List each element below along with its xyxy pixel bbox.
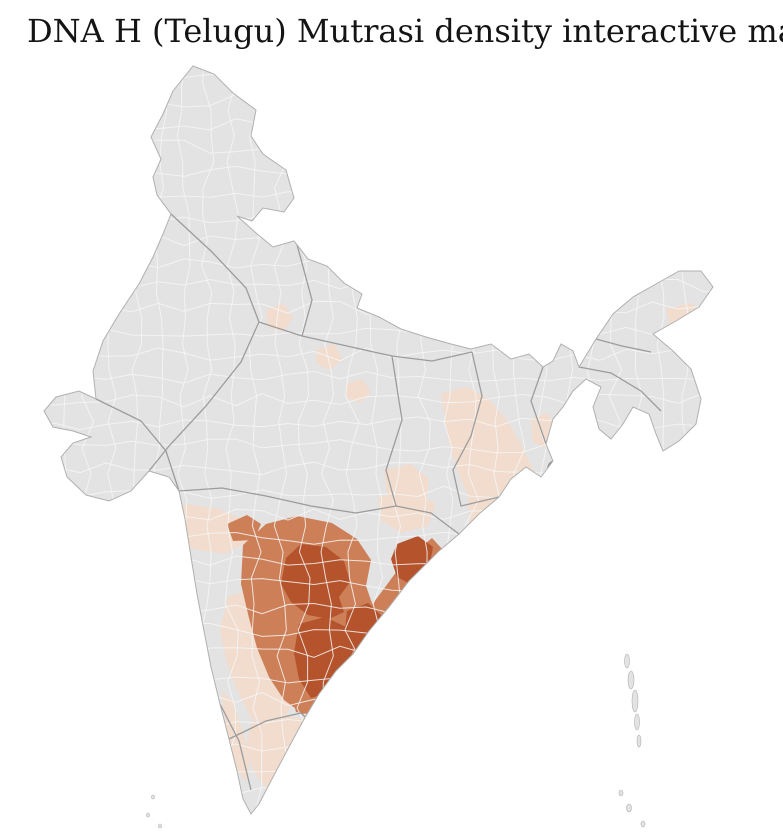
state-border-line xyxy=(95,398,180,492)
region-karnataka[interactable] xyxy=(220,590,300,742)
district-grid-line xyxy=(729,58,743,812)
region-telangana[interactable] xyxy=(281,544,350,619)
district-grid-line xyxy=(44,139,713,155)
district-grid-line xyxy=(44,162,713,178)
region-bihar-patch[interactable] xyxy=(511,326,537,353)
district-grid-line xyxy=(44,325,713,337)
district-grid-line xyxy=(44,66,48,813)
state-border-line xyxy=(385,355,403,507)
country-outline xyxy=(43,65,714,815)
district-grid-line xyxy=(44,668,713,684)
region-vidarbha-east[interactable] xyxy=(378,491,436,533)
island[interactable] xyxy=(618,789,624,797)
island[interactable] xyxy=(636,734,642,748)
district-grid-line xyxy=(44,622,713,638)
district-grid-line xyxy=(44,369,713,384)
state-border-line xyxy=(258,321,473,362)
district-grid-line xyxy=(44,186,713,201)
island[interactable] xyxy=(151,794,155,800)
district-grid-line xyxy=(44,209,713,224)
district-grid-line xyxy=(44,784,713,798)
state-border-line xyxy=(530,366,547,445)
district-grid-line xyxy=(44,738,713,753)
country-base xyxy=(44,66,713,814)
island[interactable] xyxy=(634,713,640,731)
island[interactable] xyxy=(158,823,162,829)
district-grid-line xyxy=(44,645,713,660)
island[interactable] xyxy=(146,812,150,818)
district-grid-line xyxy=(224,66,239,813)
state-border-line xyxy=(295,240,313,337)
state-border-line xyxy=(578,366,662,412)
district-grid-line xyxy=(44,254,713,270)
district-grid-line xyxy=(57,66,72,813)
state-border-line xyxy=(595,338,652,353)
island[interactable] xyxy=(624,653,630,669)
district-grid-line xyxy=(44,691,713,707)
district-grid-line xyxy=(44,70,713,86)
district-grid-line xyxy=(248,66,263,813)
island[interactable] xyxy=(627,670,635,690)
island[interactable] xyxy=(631,689,639,713)
island[interactable] xyxy=(626,803,632,813)
page-title: DNA H (Telugu) Mutrasi density interacti… xyxy=(27,12,783,50)
district-grid-line xyxy=(44,392,713,408)
island[interactable] xyxy=(640,820,646,828)
district-grid-line xyxy=(44,760,713,776)
district-grid-line xyxy=(273,66,288,813)
district-grid-line xyxy=(44,116,713,132)
district-grid-line xyxy=(560,66,575,813)
district-grid-line xyxy=(753,58,766,812)
district-grid-line xyxy=(704,66,713,813)
region-madhya-pradesh-1[interactable] xyxy=(266,303,293,331)
district-grid-line xyxy=(44,807,713,814)
state-border-line xyxy=(219,703,252,791)
district-grid-line xyxy=(584,66,600,813)
state-border-line xyxy=(178,487,460,535)
district-grid-line xyxy=(44,232,713,247)
state-border-line xyxy=(148,213,260,472)
district-grid-line xyxy=(44,93,713,109)
state-border-line xyxy=(452,351,500,507)
district-grid-line xyxy=(44,714,713,730)
marker-kolkata-urban-area xyxy=(547,461,559,479)
